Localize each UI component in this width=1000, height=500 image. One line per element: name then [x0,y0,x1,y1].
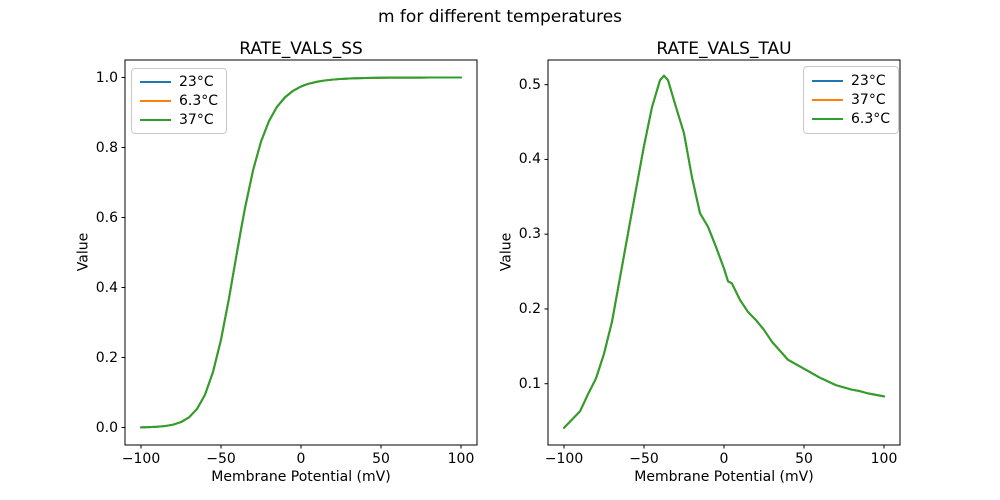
legend-line-swatch [140,118,171,121]
y-tick-label: 0.5 [518,76,541,93]
y-tick-label: 0.4 [95,279,118,296]
legend-line-swatch [812,80,843,82]
y-axis-label: Value [498,232,515,272]
y-tick-label: 1.0 [95,69,118,86]
x-tick-label: −100 [121,451,161,467]
legend-entry: 6.3°C [812,110,890,129]
legend-entry-label: 6.3°C [851,111,891,127]
legend-line-swatch [812,118,843,120]
x-axis-label: Membrane Potential (mV) [634,469,814,485]
legend-entry: 6.3°C [140,92,218,111]
y-tick-label: 0.0 [95,419,118,436]
y-tick-label: 0.1 [518,375,541,392]
x-tick-label: 0 [719,451,729,467]
x-axis-label: Membrane Potential (mV) [211,469,391,485]
legend-entry: 23°C [812,72,890,91]
legend-line-swatch [140,81,171,84]
legend-line-swatch [812,99,843,101]
x-tick-label: 100 [870,451,898,467]
legend-upper-right: 23°C 37°C 6.3°C [803,66,900,134]
y-tick-label: 0.3 [518,226,541,243]
axes-spines [547,59,901,446]
y-tick-label: 0.2 [518,300,541,317]
x-tick-label: 100 [447,451,475,467]
x-tick-label: 50 [372,451,390,467]
legend-entry-label: 23°C [851,73,886,89]
series-line-37C [140,76,462,429]
figure-suptitle: m for different temperatures [377,7,623,27]
legend-entry-label: 37°C [851,92,886,108]
legend-entry: 23°C [140,73,218,92]
y-tick-label: 0.4 [518,151,541,168]
x-tick-label: 0 [296,451,306,467]
legend-entry-label: 37°C [179,111,214,128]
axes-spines [124,59,478,446]
legend-line-swatch [140,100,171,102]
series-line-6.3C [563,74,885,429]
x-tick-label: −50 [206,451,236,467]
legend-entry-label: 23°C [179,74,214,91]
x-tick-label: 50 [795,451,813,467]
legend-entry: 37°C [812,91,890,110]
legend-entry-label: 6.3°C [179,93,219,109]
y-tick-label: 0.8 [95,139,118,156]
x-tick-label: −100 [544,451,584,467]
y-tick-label: 0.2 [95,349,118,366]
y-axis-label: Value [75,232,92,272]
y-tick-label: 0.6 [95,209,118,226]
legend-entry: 37°C [140,110,218,129]
axes-title-rate-vals-ss: RATE_VALS_SS [239,39,363,59]
x-tick-label: −50 [629,451,659,467]
axes-title-rate-vals-tau: RATE_VALS_TAU [656,39,792,59]
legend-upper-left: 23°C 6.3°C 37°C [131,68,228,134]
